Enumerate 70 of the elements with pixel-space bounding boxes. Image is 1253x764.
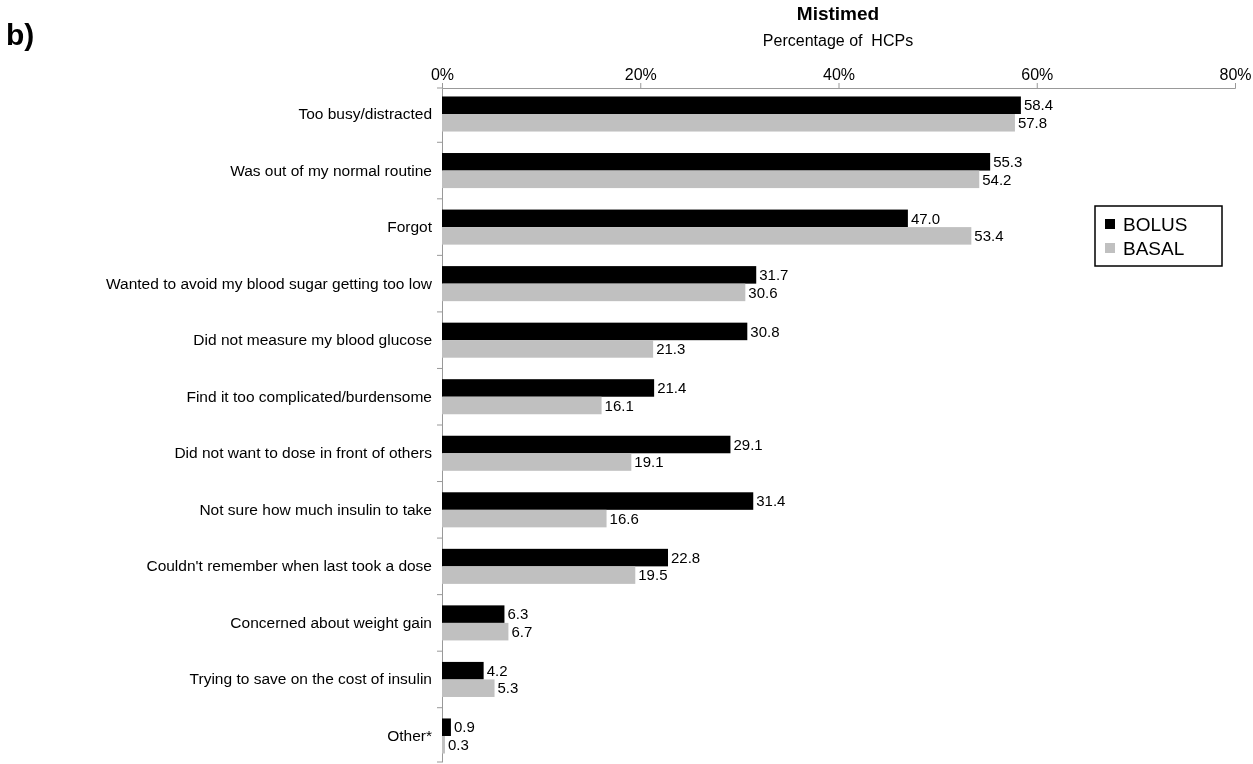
bar bbox=[442, 153, 991, 171]
data-label: 29.1 bbox=[733, 435, 763, 453]
y-tick-label: Did not want to dose in front of others bbox=[174, 444, 433, 462]
bar bbox=[442, 622, 509, 641]
data-label: 31.4 bbox=[756, 492, 786, 510]
bar bbox=[442, 283, 746, 302]
bar bbox=[442, 322, 748, 341]
data-label: 0.3 bbox=[447, 736, 469, 753]
bar bbox=[442, 509, 607, 528]
y-tick-label: Concerned about weight gain bbox=[230, 613, 432, 631]
legend-label: BASAL bbox=[1123, 237, 1185, 259]
data-label: 55.3 bbox=[993, 153, 1023, 171]
bar bbox=[442, 735, 445, 754]
bar bbox=[442, 435, 731, 454]
bar bbox=[442, 661, 484, 680]
bar bbox=[442, 379, 655, 397]
bar bbox=[442, 114, 1015, 132]
data-label: 19.1 bbox=[634, 453, 664, 471]
bar bbox=[442, 679, 495, 697]
y-tick-label: Forgot bbox=[387, 218, 433, 236]
x-tick-label: 40% bbox=[822, 66, 856, 83]
x-tick-label: 20% bbox=[624, 66, 657, 83]
y-tick-label: Wanted to avoid my blood sugar getting too low bbox=[106, 274, 433, 292]
y-tick-label: Find it too complicated/burdensome bbox=[186, 387, 432, 405]
bar bbox=[442, 718, 451, 736]
data-label: 5.3 bbox=[497, 679, 519, 697]
bar bbox=[442, 209, 908, 228]
y-tick-label: Too busy/distracted bbox=[298, 104, 432, 122]
data-label: 0.9 bbox=[453, 718, 475, 736]
x-tick-label: 60% bbox=[1021, 66, 1054, 83]
data-label: 4.2 bbox=[486, 661, 508, 679]
data-label: 19.5 bbox=[638, 566, 668, 584]
data-label: 22.8 bbox=[671, 548, 701, 566]
text: b) bbox=[6, 18, 35, 51]
y-tick-label: Couldn't remember when last took a dose bbox=[146, 557, 432, 575]
bar bbox=[442, 492, 754, 510]
bar bbox=[442, 227, 972, 245]
y-tick-label: Not sure how much insulin to take bbox=[199, 500, 432, 518]
bar bbox=[442, 453, 632, 471]
data-label: 16.1 bbox=[604, 396, 634, 414]
data-label: 21.4 bbox=[657, 379, 687, 397]
data-label: 30.6 bbox=[748, 283, 778, 301]
bar bbox=[442, 548, 669, 567]
data-label: 58.4 bbox=[1023, 96, 1054, 114]
y-tick-label: Other* bbox=[387, 726, 432, 744]
bar bbox=[442, 340, 654, 358]
bar bbox=[442, 605, 505, 623]
x-tick-label: 0% bbox=[430, 66, 455, 83]
data-label: 6.3 bbox=[507, 605, 529, 623]
bar bbox=[442, 96, 1021, 115]
data-label: 57.8 bbox=[1017, 114, 1048, 132]
data-label: 16.6 bbox=[609, 509, 639, 527]
y-tick-label: Trying to save on the cost of insulin bbox=[189, 670, 432, 688]
data-label: 53.4 bbox=[974, 227, 1004, 245]
bar bbox=[442, 566, 636, 584]
y-tick-label: Did not measure my blood glucose bbox=[193, 331, 432, 349]
bar bbox=[442, 266, 757, 284]
chart-title: Mistimed bbox=[796, 3, 880, 24]
bar bbox=[442, 170, 980, 189]
x-tick-label: 80% bbox=[1219, 66, 1252, 83]
x-axis-title: Percentage of HCPs bbox=[762, 32, 914, 49]
data-label: 54.2 bbox=[982, 170, 1012, 188]
legend-label: BOLUS bbox=[1123, 213, 1188, 235]
y-tick-label: Was out of my normal routine bbox=[230, 161, 432, 179]
data-label: 21.3 bbox=[656, 340, 686, 358]
data-label: 31.7 bbox=[759, 266, 789, 284]
bar bbox=[442, 396, 602, 415]
data-label: 47.0 bbox=[910, 209, 941, 227]
data-label: 30.8 bbox=[750, 322, 780, 340]
data-label: 6.7 bbox=[511, 622, 533, 640]
